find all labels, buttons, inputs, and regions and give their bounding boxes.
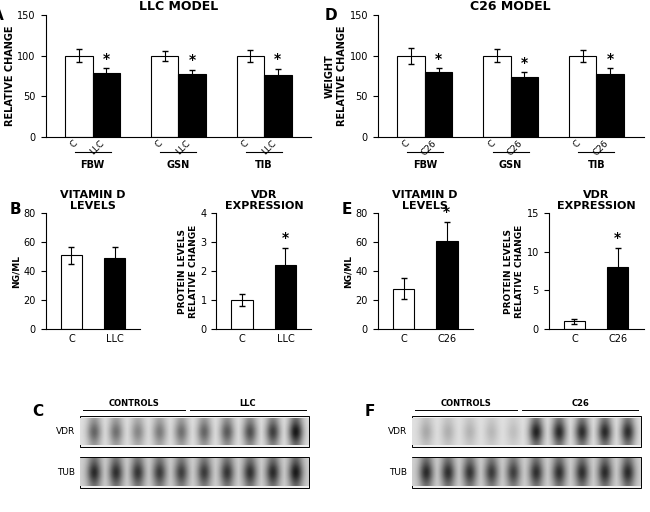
Text: *: * (521, 56, 528, 70)
Bar (274, 265, 296, 329)
Text: C: C (32, 403, 44, 419)
Bar (178, 74, 206, 137)
Y-axis label: PROTEIN LEVELS
RELATIVE CHANGE: PROTEIN LEVELS RELATIVE CHANGE (178, 225, 198, 318)
Text: *: * (435, 52, 442, 66)
Text: FBW: FBW (413, 160, 437, 169)
Bar (397, 56, 425, 137)
Y-axis label: PROTEIN LEVELS
RELATIVE CHANGE: PROTEIN LEVELS RELATIVE CHANGE (504, 225, 524, 318)
Bar (93, 73, 120, 137)
Text: *: * (274, 52, 281, 67)
Bar (483, 56, 511, 137)
Text: C26: C26 (571, 399, 589, 408)
Title: VITAMIN D
LEVELS: VITAMIN D LEVELS (60, 189, 125, 211)
Bar (436, 241, 458, 329)
Text: F: F (365, 403, 375, 419)
Bar (596, 74, 624, 137)
Bar (151, 56, 178, 137)
Bar (65, 56, 93, 137)
Text: TIB: TIB (588, 160, 605, 169)
Title: VDR
EXPRESSION: VDR EXPRESSION (224, 189, 303, 211)
Bar (104, 258, 125, 329)
Text: TUB: TUB (389, 467, 407, 477)
Bar (231, 300, 253, 329)
Bar (264, 75, 292, 137)
Bar (607, 267, 629, 329)
Text: *: * (614, 230, 621, 245)
Bar (60, 255, 82, 329)
Bar (564, 321, 585, 329)
Text: VDR: VDR (387, 427, 407, 436)
Bar (393, 288, 415, 329)
Bar (412, 416, 641, 446)
Text: GSN: GSN (499, 160, 522, 169)
Text: TIB: TIB (255, 160, 273, 169)
Text: GSN: GSN (167, 160, 190, 169)
Y-axis label: WEIGHT
RELATIVE CHANGE: WEIGHT RELATIVE CHANGE (324, 26, 346, 126)
Bar (80, 416, 309, 446)
Bar (412, 457, 641, 487)
Text: FBW: FBW (81, 160, 105, 169)
Bar (569, 56, 596, 137)
Bar (511, 77, 538, 137)
Text: D: D (324, 8, 337, 23)
Text: VDR: VDR (55, 427, 75, 436)
Text: E: E (342, 202, 352, 217)
Y-axis label: NG/ML: NG/ML (344, 254, 353, 288)
Y-axis label: WEIGHT
RELATIVE CHANGE: WEIGHT RELATIVE CHANGE (0, 26, 14, 126)
Title: LLC MODEL: LLC MODEL (138, 0, 218, 13)
Text: *: * (103, 52, 110, 66)
Text: *: * (443, 205, 450, 219)
Title: VITAMIN D
LEVELS: VITAMIN D LEVELS (393, 189, 458, 211)
Bar (80, 457, 309, 487)
Text: LLC: LLC (240, 399, 256, 408)
Text: *: * (282, 230, 289, 245)
Text: B: B (10, 202, 21, 217)
Text: A: A (0, 8, 4, 23)
Bar (425, 72, 452, 137)
Text: *: * (188, 53, 196, 67)
Text: *: * (606, 52, 614, 66)
Text: CONTROLS: CONTROLS (441, 399, 491, 408)
Y-axis label: NG/ML: NG/ML (12, 254, 21, 288)
Title: VDR
EXPRESSION: VDR EXPRESSION (557, 189, 635, 211)
Bar (237, 56, 264, 137)
Text: TUB: TUB (57, 467, 75, 477)
Title: C26 MODEL: C26 MODEL (471, 0, 551, 13)
Text: CONTROLS: CONTROLS (109, 399, 159, 408)
